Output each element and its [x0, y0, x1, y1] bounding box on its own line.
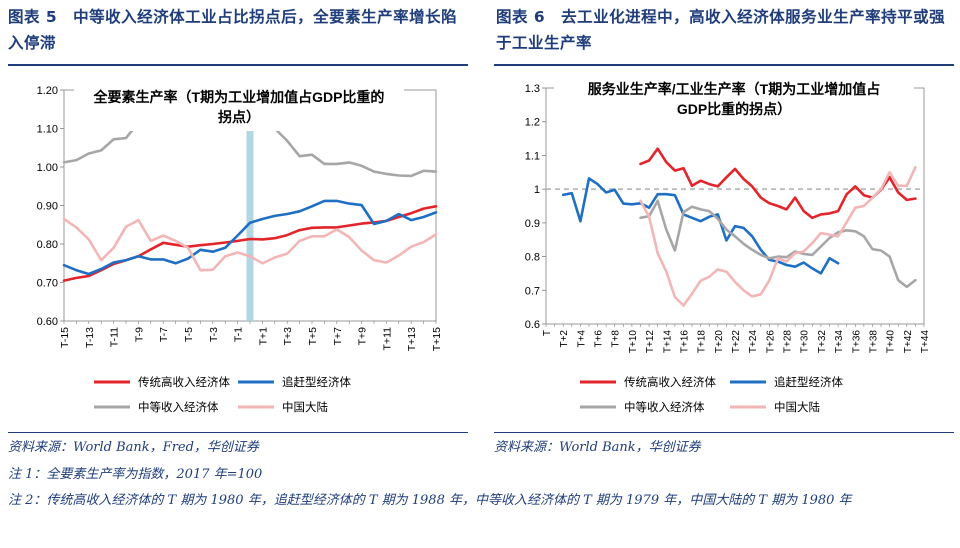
series-line-catchup	[62, 199, 438, 276]
x-tick-label: T+4	[576, 330, 587, 348]
x-tick-label: T-5	[183, 327, 195, 342]
note-2: 注 2：传统高收入经济体的 T 期为 1980 年，追赶型经济体的 T 期为 1…	[8, 493, 852, 508]
legend-label-catchup: 追赶型经济体	[774, 375, 843, 389]
legend-label-catchup: 追赶型经济体	[282, 375, 351, 389]
chart-left: 0.60 0.70 0.80 0.90 1.00 1.10 1.20 T-15 T-13 T-11…	[37, 85, 443, 414]
x-tick-label: T+5	[307, 327, 319, 346]
x-tick-label: T+13	[406, 327, 418, 351]
figure-title-left: 图表 5 中等收入经济体工业占比拐点后，全要素生产率增长陷入停滞	[8, 8, 458, 52]
title-rule-left	[8, 64, 468, 66]
chart-title-bg	[74, 87, 404, 131]
x-tick-label: T-7	[158, 327, 170, 342]
x-tick-label: T+14	[662, 330, 673, 354]
x-tick-label: T+26	[765, 330, 776, 354]
note-1: 注 1：全要素生产率为指数，2017 年=100	[8, 467, 263, 482]
y-tick-label: 0.6	[525, 319, 540, 331]
x-tick-label: T+16	[679, 330, 690, 354]
y-tick-label: 0.70	[37, 278, 58, 290]
x-tick-label: T+6	[594, 330, 605, 348]
y-tick-label: 0.90	[37, 201, 58, 213]
x-tick-label: T+38	[868, 330, 879, 354]
source-left: 资料来源：World Bank，Fred，华创证券	[8, 440, 259, 455]
y-tick-label: 0.60	[37, 316, 58, 328]
y-tick-label: 1.1	[525, 150, 540, 162]
chart-title-bg	[554, 79, 914, 123]
x-tick-label: T+7	[332, 327, 344, 346]
x-tick-label: T+2	[559, 330, 570, 348]
x-tick-label: T+40	[886, 330, 897, 354]
x-tick-label: T-15	[59, 327, 71, 348]
y-tick-label: 1.00	[37, 162, 58, 174]
x-tick-label: T+42	[903, 330, 914, 354]
source-right: 资料来源：World Bank，华创证券	[494, 440, 701, 455]
y-tick-label: 0.9	[525, 218, 540, 230]
y-tick-label: 1.2	[525, 117, 540, 129]
x-tick-label: T+30	[800, 330, 811, 354]
x-tick-label: T+24	[748, 330, 759, 354]
source-rule-left	[8, 432, 468, 433]
title-rule-right	[494, 64, 954, 66]
x-tick-label: T-9	[133, 327, 145, 342]
legend-label-traditional: 传统高收入经济体	[624, 375, 716, 389]
x-tick-label: T+8	[611, 330, 622, 348]
series-line-catchup	[561, 177, 840, 275]
y-tick-label: 1.10	[37, 124, 58, 136]
legend-label-middle: 中等收入经济体	[138, 400, 219, 414]
legend-label-traditional: 传统高收入经济体	[138, 375, 230, 389]
x-tick-label: T+34	[834, 330, 845, 354]
plot-area	[545, 87, 925, 325]
x-tick-label: T-3	[208, 327, 220, 342]
x-tick-label: T+15	[431, 327, 443, 351]
x-tick-label: T+22	[731, 330, 742, 354]
y-tick-label: 0.7	[525, 285, 540, 297]
turning-point-band	[246, 91, 254, 321]
y-tick-label: 0.8	[525, 252, 540, 264]
series-line-china	[62, 217, 438, 272]
x-tick-label: T-13	[84, 327, 96, 348]
chart-title-line: 拐点）	[218, 109, 260, 125]
x-tick-label: T+3	[282, 327, 294, 346]
x-tick-label: T+28	[783, 330, 794, 354]
x-tick-label: T+9	[357, 327, 369, 346]
x-tick-label: T+44	[920, 330, 931, 354]
x-tick-label: T-1	[233, 327, 245, 342]
x-tick-label: T+11	[381, 327, 393, 351]
y-tick-label: 1.20	[37, 85, 58, 97]
chart-title-line: 全要素生产率（T期为工业增加值占GDP比重的	[93, 89, 385, 105]
x-tick-label: T+20	[714, 330, 725, 354]
x-tick-label: T-11	[109, 327, 121, 347]
x-tick-label: T+32	[817, 330, 828, 354]
chart-title-line: 服务业生产率/工业生产率（T期为工业增加值占	[588, 81, 880, 97]
x-tick-label: T+36	[851, 330, 862, 354]
x-tick-label: T+10	[628, 330, 639, 354]
x-tick-label: T	[542, 330, 553, 336]
legend-label-china: 中国大陆	[774, 400, 820, 414]
source-rule-right	[494, 432, 954, 433]
series-line-traditional	[639, 147, 917, 220]
y-tick-label: 1.3	[525, 83, 540, 95]
figure-title-right: 图表 6 去工业化进程中，高收入经济体服务业生产率持平或强于工业生产率	[496, 8, 946, 52]
legend-label-china: 中国大陆	[282, 400, 328, 414]
legend-label-middle: 中等收入经济体	[624, 400, 705, 414]
y-tick-label: 1	[534, 184, 540, 196]
x-tick-label: T+18	[697, 330, 708, 354]
y-tick-label: 0.80	[37, 239, 58, 251]
x-tick-label: T+1	[257, 327, 269, 346]
series-line-china	[639, 165, 917, 307]
x-tick-label: T+12	[645, 330, 656, 354]
chart-title-line: GDP比重的拐点）	[677, 101, 791, 117]
series-line-middle	[639, 199, 917, 289]
chart-right: 0.6 0.7 0.8 0.9 1 1.1 1.2 1.3 T T+2 T+4 T+6 T+8 T+10 T…	[525, 79, 931, 414]
